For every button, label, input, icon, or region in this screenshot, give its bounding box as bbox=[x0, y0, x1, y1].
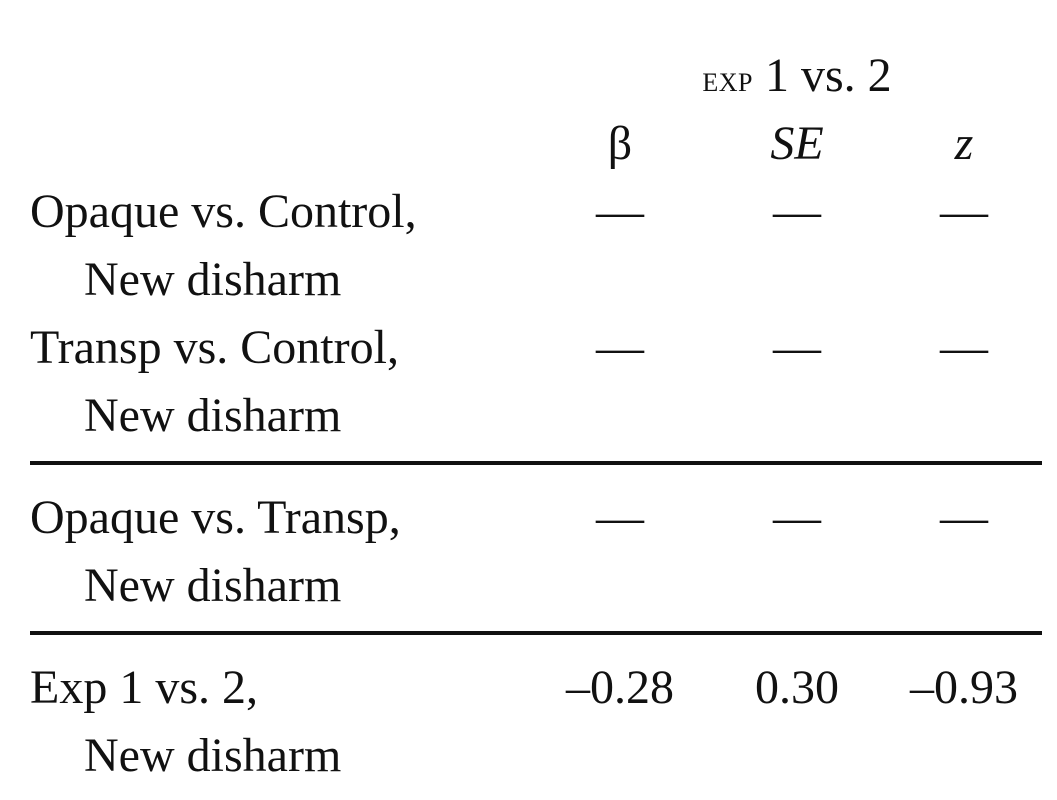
group-label-suffix: 1 vs. 2 bbox=[752, 49, 892, 102]
header-beta: β bbox=[607, 117, 633, 170]
row-4-label-line2: New disharm bbox=[84, 729, 342, 782]
row-2-label-line1: Transp vs. Control, bbox=[30, 321, 399, 374]
group-label-prefix: exp bbox=[702, 59, 753, 100]
column-group-header: exp 1 vs. 2 bbox=[702, 52, 891, 100]
row-4-se: 0.30 bbox=[755, 661, 839, 714]
row-1-label-line2: New disharm bbox=[84, 253, 342, 306]
header-z: z bbox=[954, 117, 974, 170]
section-divider-2 bbox=[30, 631, 1042, 635]
row-1-beta: — bbox=[596, 185, 644, 238]
row-1-se: — bbox=[773, 185, 821, 238]
row-3-z: — bbox=[940, 491, 988, 544]
row-3-label-line1: Opaque vs. Transp, bbox=[30, 491, 401, 544]
section-divider-1 bbox=[30, 461, 1042, 465]
row-3-beta: — bbox=[596, 491, 644, 544]
row-2-se: — bbox=[773, 321, 821, 374]
row-3-label-line2: New disharm bbox=[84, 559, 342, 612]
row-2-label-line2: New disharm bbox=[84, 389, 342, 442]
row-2-beta: — bbox=[596, 321, 644, 374]
row-4-z: –0.93 bbox=[910, 661, 1018, 714]
row-1-z: — bbox=[940, 185, 988, 238]
row-4-beta: –0.28 bbox=[566, 661, 674, 714]
header-se: SE bbox=[770, 117, 824, 170]
row-2-z: — bbox=[940, 321, 988, 374]
row-3-se: — bbox=[773, 491, 821, 544]
row-4-label-line1: Exp 1 vs. 2, bbox=[30, 661, 258, 714]
row-1-label-line1: Opaque vs. Control, bbox=[30, 185, 417, 238]
